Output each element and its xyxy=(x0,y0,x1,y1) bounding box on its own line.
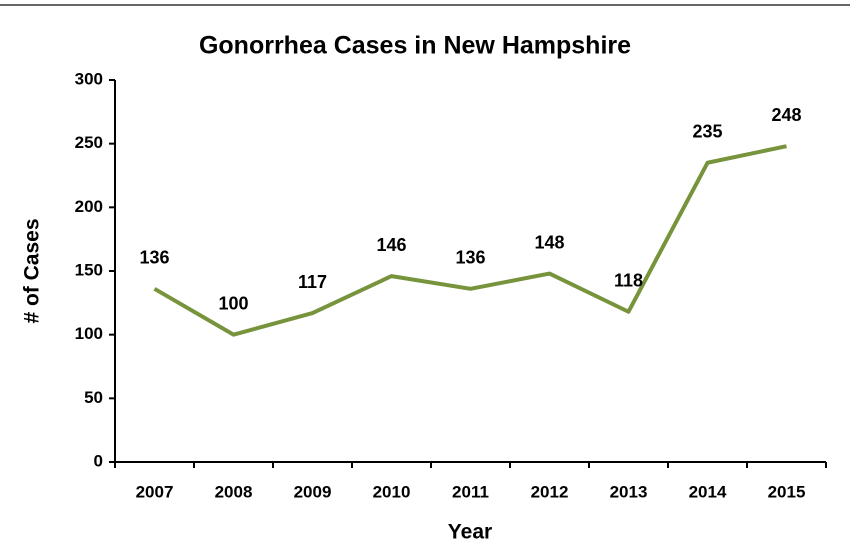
y-tick-label: 0 xyxy=(94,451,103,470)
x-tick-label: 2014 xyxy=(689,482,727,501)
data-label: 117 xyxy=(298,272,327,292)
data-label: 136 xyxy=(139,248,169,268)
data-label: 235 xyxy=(692,122,722,142)
x-axis-title: Year xyxy=(448,521,492,544)
x-tick-label: 2007 xyxy=(136,482,174,501)
data-label: 118 xyxy=(614,270,643,290)
chart-title: Gonorrhea Cases in New Hampshire xyxy=(199,32,631,60)
x-tick-label: 2011 xyxy=(452,482,489,501)
data-label: 148 xyxy=(534,232,564,252)
y-tick-label: 50 xyxy=(84,388,103,407)
y-tick-label: 150 xyxy=(75,260,103,279)
y-tick-label: 100 xyxy=(75,324,103,343)
y-axis-title: # of Cases xyxy=(21,218,44,323)
y-tick-label: 200 xyxy=(75,197,103,216)
x-tick-label: 2013 xyxy=(610,482,648,501)
data-label: 100 xyxy=(218,293,248,313)
y-tick-label: 250 xyxy=(75,133,103,152)
x-tick-label: 2012 xyxy=(531,482,569,501)
data-label: 248 xyxy=(771,105,801,125)
x-tick-label: 2009 xyxy=(294,482,332,501)
x-tick-label: 2015 xyxy=(768,482,806,501)
line-series xyxy=(153,144,787,337)
x-tick-label: 2010 xyxy=(373,482,411,501)
data-label: 146 xyxy=(376,235,406,255)
x-tick-label: 2008 xyxy=(215,482,253,501)
data-label: 136 xyxy=(455,248,485,268)
y-tick-label: 300 xyxy=(75,69,103,88)
